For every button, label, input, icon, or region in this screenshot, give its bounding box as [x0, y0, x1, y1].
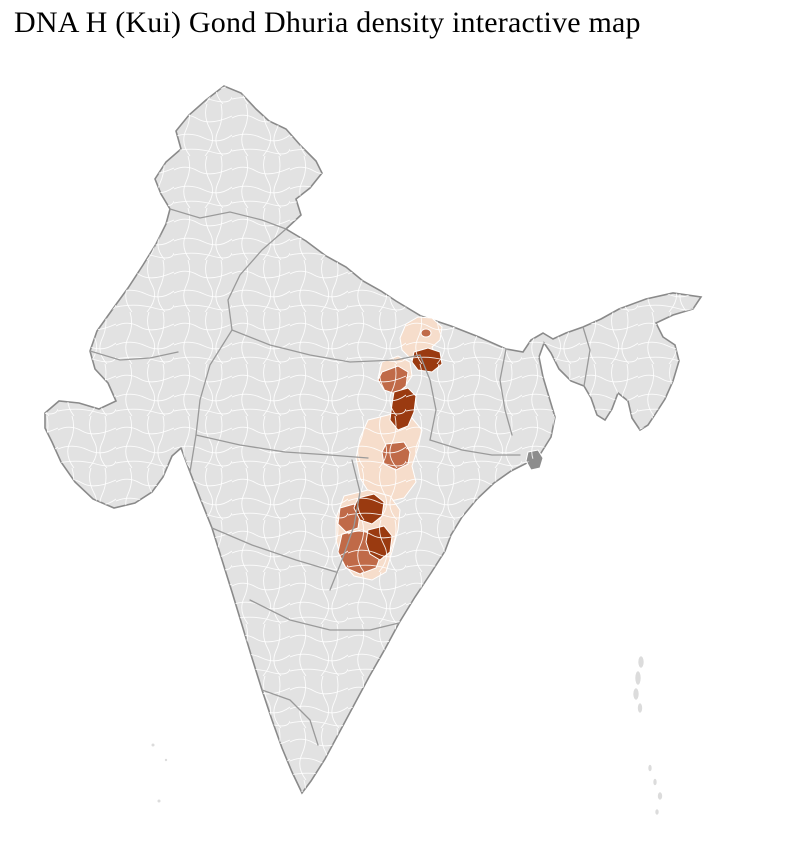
- lakshadweep-islands[interactable]: [150, 742, 168, 804]
- andaman-nicobar-islands[interactable]: [632, 655, 663, 816]
- state-borders: [89, 208, 591, 746]
- page-title: DNA H (Kui) Gond Dhuria density interact…: [14, 6, 641, 39]
- district-mesh-overlay: [45, 86, 701, 793]
